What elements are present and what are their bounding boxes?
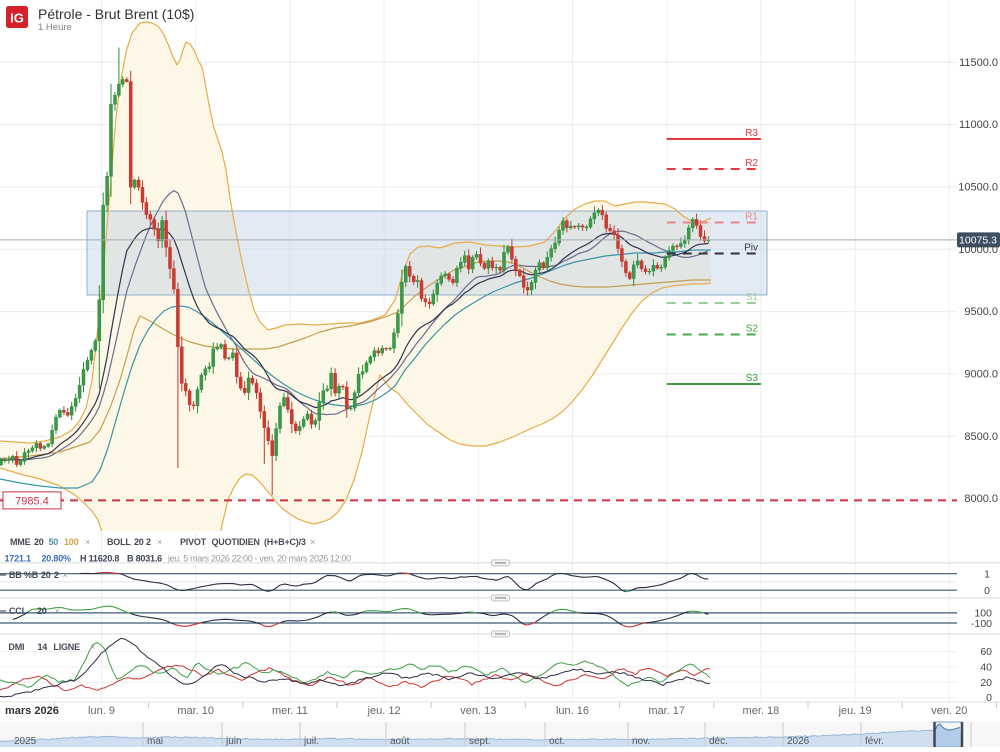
svg-text:R3: R3 bbox=[745, 128, 758, 139]
svg-text:×: × bbox=[63, 570, 68, 580]
svg-text:10000.0: 10000.0 bbox=[958, 244, 998, 256]
svg-text:10500.0: 10500.0 bbox=[958, 182, 998, 194]
svg-text:jeu. 19: jeu. 19 bbox=[838, 705, 872, 717]
svg-text:40: 40 bbox=[980, 661, 992, 673]
svg-text:100: 100 bbox=[974, 608, 992, 620]
svg-text:mars 2026: mars 2026 bbox=[5, 705, 59, 717]
svg-text:juin: juin bbox=[225, 736, 242, 747]
svg-text:14: 14 bbox=[38, 642, 48, 652]
svg-text:10075.3: 10075.3 bbox=[959, 235, 997, 247]
svg-text:Pétrole - Brut Brent (10$): Pétrole - Brut Brent (10$) bbox=[38, 6, 194, 22]
svg-text:×: × bbox=[310, 537, 315, 547]
svg-text:9500.0: 9500.0 bbox=[964, 306, 998, 318]
svg-text:ven. 13: ven. 13 bbox=[460, 705, 496, 717]
svg-text:7985.4: 7985.4 bbox=[15, 495, 49, 507]
svg-text:1721.1: 1721.1 bbox=[5, 554, 32, 564]
svg-text:ven. 20: ven. 20 bbox=[931, 705, 967, 717]
svg-text:1: 1 bbox=[984, 569, 990, 581]
svg-text:-100: -100 bbox=[971, 618, 992, 630]
svg-text:DMI: DMI bbox=[8, 642, 24, 652]
svg-text:CCI: CCI bbox=[9, 606, 24, 616]
svg-text:20: 20 bbox=[134, 537, 144, 547]
svg-text:R1: R1 bbox=[745, 212, 758, 223]
svg-text:S1: S1 bbox=[746, 292, 759, 303]
svg-text:nov.: nov. bbox=[632, 736, 650, 747]
svg-text:11500.0: 11500.0 bbox=[959, 57, 998, 69]
svg-text:mer. 11: mer. 11 bbox=[272, 705, 308, 717]
svg-text:×: × bbox=[90, 642, 95, 652]
svg-text:mar. 17: mar. 17 bbox=[648, 705, 685, 717]
svg-text:PIVOT: PIVOT bbox=[180, 537, 207, 547]
svg-text:2: 2 bbox=[146, 537, 151, 547]
svg-text:2026: 2026 bbox=[787, 736, 810, 747]
svg-text:2025: 2025 bbox=[14, 736, 37, 747]
svg-text:oct.: oct. bbox=[549, 736, 565, 747]
svg-text:×: × bbox=[157, 537, 162, 547]
svg-text:8500.0: 8500.0 bbox=[964, 431, 998, 443]
svg-text:MME: MME bbox=[10, 537, 31, 547]
svg-text:mai: mai bbox=[147, 736, 163, 747]
svg-text:20: 20 bbox=[37, 606, 47, 616]
svg-text:0: 0 bbox=[984, 585, 990, 597]
svg-text:20.80%: 20.80% bbox=[42, 554, 72, 564]
svg-text:(H+B+C)/3: (H+B+C)/3 bbox=[264, 537, 306, 547]
svg-text:100: 100 bbox=[64, 537, 79, 547]
svg-text:lun. 9: lun. 9 bbox=[88, 705, 115, 717]
svg-text:S2: S2 bbox=[746, 324, 759, 335]
svg-text:sept.: sept. bbox=[469, 736, 491, 747]
svg-text:1 Heure: 1 Heure bbox=[38, 22, 72, 33]
svg-text:S3: S3 bbox=[746, 373, 759, 384]
svg-text:Piv: Piv bbox=[744, 243, 758, 254]
svg-text:jeu. 12: jeu. 12 bbox=[367, 705, 401, 717]
svg-text:H 11620.8: H 11620.8 bbox=[80, 554, 119, 564]
svg-text:BOLL: BOLL bbox=[107, 537, 131, 547]
svg-text:11000.0: 11000.0 bbox=[959, 119, 998, 131]
svg-text:20: 20 bbox=[41, 570, 51, 580]
svg-text:août: août bbox=[390, 736, 410, 747]
svg-text:B 8031.6: B 8031.6 bbox=[127, 554, 162, 564]
svg-text:9000.0: 9000.0 bbox=[964, 369, 998, 381]
svg-text:60: 60 bbox=[980, 646, 992, 658]
svg-text:QUOTIDIEN: QUOTIDIEN bbox=[212, 537, 260, 547]
svg-text:BB %B: BB %B bbox=[9, 570, 39, 580]
svg-text:LIGNE: LIGNE bbox=[53, 642, 80, 652]
svg-text:févr.: févr. bbox=[865, 736, 884, 747]
svg-text:mer. 18: mer. 18 bbox=[743, 705, 780, 717]
svg-text:déc.: déc. bbox=[709, 736, 728, 747]
svg-text:×: × bbox=[55, 606, 60, 616]
svg-text:mar. 10: mar. 10 bbox=[177, 705, 214, 717]
svg-text:0: 0 bbox=[986, 692, 992, 704]
svg-text:2: 2 bbox=[54, 570, 59, 580]
svg-text:R2: R2 bbox=[745, 158, 758, 169]
svg-text:8000.0: 8000.0 bbox=[964, 493, 998, 505]
svg-text:IG: IG bbox=[10, 11, 24, 26]
svg-text:jeu. 5 mars 2026 22:00 - ven.: jeu. 5 mars 2026 22:00 - ven. 20 mars 20… bbox=[167, 554, 351, 564]
svg-text:20: 20 bbox=[34, 537, 44, 547]
svg-text:50: 50 bbox=[49, 537, 59, 547]
svg-text:lun. 16: lun. 16 bbox=[556, 705, 589, 717]
svg-text:juil.: juil. bbox=[303, 736, 319, 747]
svg-text:×: × bbox=[85, 537, 90, 547]
svg-text:20: 20 bbox=[980, 677, 992, 689]
